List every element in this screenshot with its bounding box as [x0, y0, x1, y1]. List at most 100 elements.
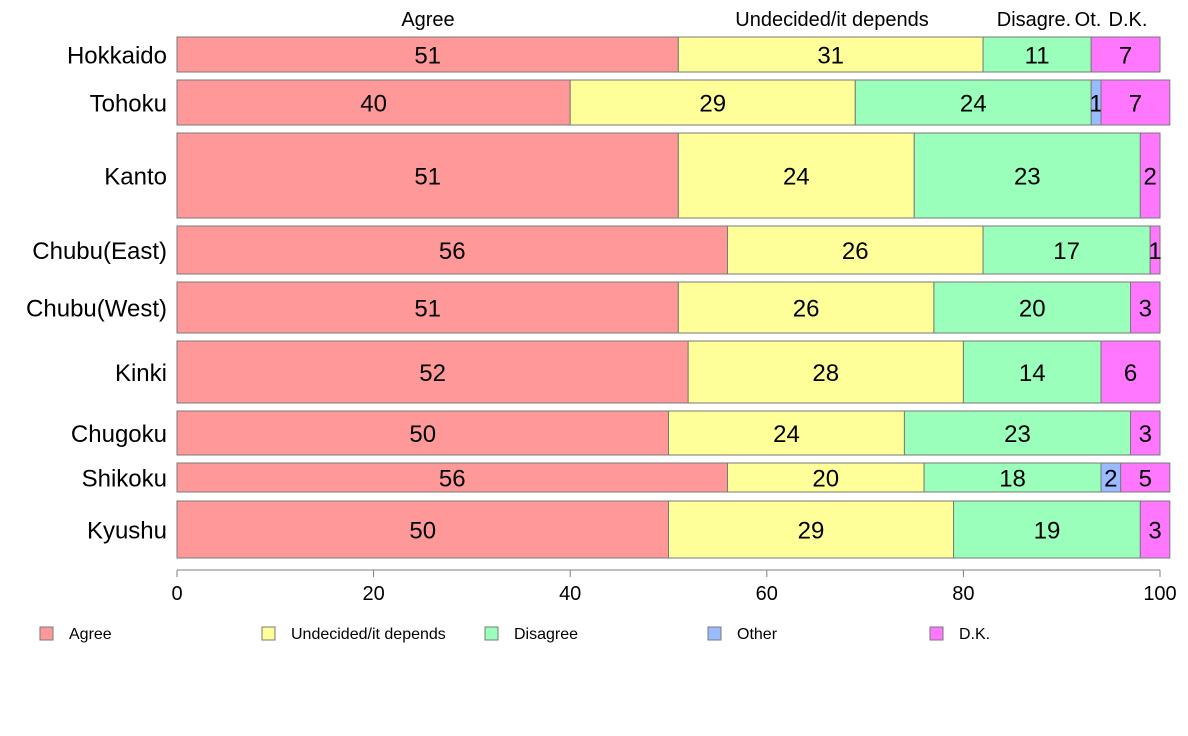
column-header: Agree	[401, 9, 454, 31]
bar-segment	[687, 340, 964, 404]
bar-segment	[1149, 225, 1161, 275]
bar-segment	[1100, 79, 1171, 126]
x-tick-label: 0	[171, 583, 182, 605]
bar-segment	[176, 462, 728, 493]
bar-segment	[1139, 500, 1171, 559]
data-label: 14	[1019, 360, 1046, 387]
legend-label: Other	[737, 626, 778, 643]
data-label: 24	[783, 164, 810, 191]
column-header: Ot.	[1075, 9, 1102, 31]
data-label: 56	[439, 466, 466, 493]
legend-label: D.K.	[959, 626, 990, 643]
category-label: Kinki	[115, 360, 167, 387]
bar-segment	[668, 500, 955, 559]
bar-segment	[962, 340, 1102, 404]
x-axis: 0 20 40 60 80 100	[171, 569, 1177, 605]
legend-swatch	[929, 626, 944, 641]
bar-segment	[677, 132, 915, 219]
bar-segment	[923, 462, 1102, 493]
bar-segment	[176, 225, 728, 275]
bar-segment	[913, 132, 1141, 219]
legend-swatch	[261, 626, 276, 641]
bar-segment	[176, 340, 689, 404]
x-tick-label: 40	[559, 583, 581, 605]
legend-swatch	[707, 626, 722, 641]
data-label: 3	[1148, 518, 1161, 545]
category-label: Hokkaido	[67, 43, 167, 70]
data-label: 17	[1053, 238, 1080, 265]
data-label: 23	[1004, 421, 1031, 448]
data-label: 26	[842, 238, 869, 265]
legend-swatch	[39, 626, 54, 641]
bar-segment	[668, 410, 905, 456]
data-label: 24	[960, 91, 987, 118]
x-tick-label: 80	[952, 583, 974, 605]
data-label: 50	[409, 421, 436, 448]
data-label: 50	[409, 518, 436, 545]
data-label: 51	[414, 296, 441, 323]
bar-segment	[176, 281, 679, 334]
bar-segment	[569, 79, 856, 126]
data-label: 20	[1019, 296, 1046, 323]
bar-segment	[726, 462, 925, 493]
bar-segment	[1120, 462, 1171, 493]
data-label: 24	[773, 421, 800, 448]
bar-segment	[982, 36, 1092, 73]
category-label: Chubu(West)	[26, 296, 167, 323]
data-label: 1	[1089, 91, 1102, 118]
bar-segment	[982, 225, 1151, 275]
data-label: 29	[699, 91, 726, 118]
legend-label: Agree	[69, 626, 112, 643]
data-label: 11	[1025, 43, 1050, 70]
column-header: Disagre.	[997, 9, 1071, 31]
bar-segment	[953, 500, 1141, 559]
bar-segment	[176, 36, 679, 73]
data-label: 29	[798, 518, 825, 545]
data-label: 51	[414, 164, 441, 191]
column-headers: Agree Undecided/it depends Disagre. Ot. D.K.	[401, 9, 1147, 31]
data-label: 5	[1139, 466, 1152, 493]
bar-segment	[176, 500, 669, 559]
category-label: Tohoku	[90, 91, 167, 118]
data-label: 26	[793, 296, 820, 323]
data-label: 40	[360, 91, 387, 118]
data-label: 7	[1119, 43, 1132, 70]
bar-segment	[903, 410, 1132, 456]
category-label: Kanto	[104, 164, 167, 191]
data-label: 56	[439, 238, 466, 265]
data-label: 2	[1143, 164, 1156, 191]
category-label: Kyushu	[87, 518, 167, 545]
data-label: 20	[812, 466, 839, 493]
bar-segment	[1100, 340, 1161, 404]
data-label: 3	[1139, 421, 1152, 448]
bar-segment	[854, 79, 1092, 126]
category-label: Chugoku	[71, 421, 167, 448]
x-tick-label: 60	[756, 583, 778, 605]
data-label: 28	[812, 360, 839, 387]
column-header: Undecided/it depends	[735, 9, 928, 31]
bar-segment	[726, 225, 984, 275]
data-label: 51	[414, 43, 441, 70]
legend-label: Undecided/it depends	[291, 626, 446, 643]
data-label: 18	[999, 466, 1026, 493]
data-label: 23	[1014, 164, 1041, 191]
data-label: 52	[419, 360, 446, 387]
x-tick-label: 100	[1143, 583, 1176, 605]
bar-segment	[176, 132, 679, 219]
category-labels: Hokkaido Tohoku Kanto Chubu(East) Chubu(West…	[26, 43, 167, 545]
legend-swatch	[484, 626, 499, 641]
category-label: Shikoku	[82, 466, 167, 493]
data-label: 2	[1104, 466, 1117, 493]
bar-segment	[1130, 281, 1161, 334]
bar-segment	[1090, 36, 1161, 73]
data-label: 19	[1034, 518, 1061, 545]
bar-segment	[933, 281, 1132, 334]
legend-label: Disagree	[514, 626, 578, 643]
x-tick-label: 20	[362, 583, 384, 605]
data-label: 6	[1124, 360, 1137, 387]
bar-segment	[677, 36, 984, 73]
category-label: Chubu(East)	[32, 238, 167, 265]
bar-segment	[176, 79, 571, 126]
